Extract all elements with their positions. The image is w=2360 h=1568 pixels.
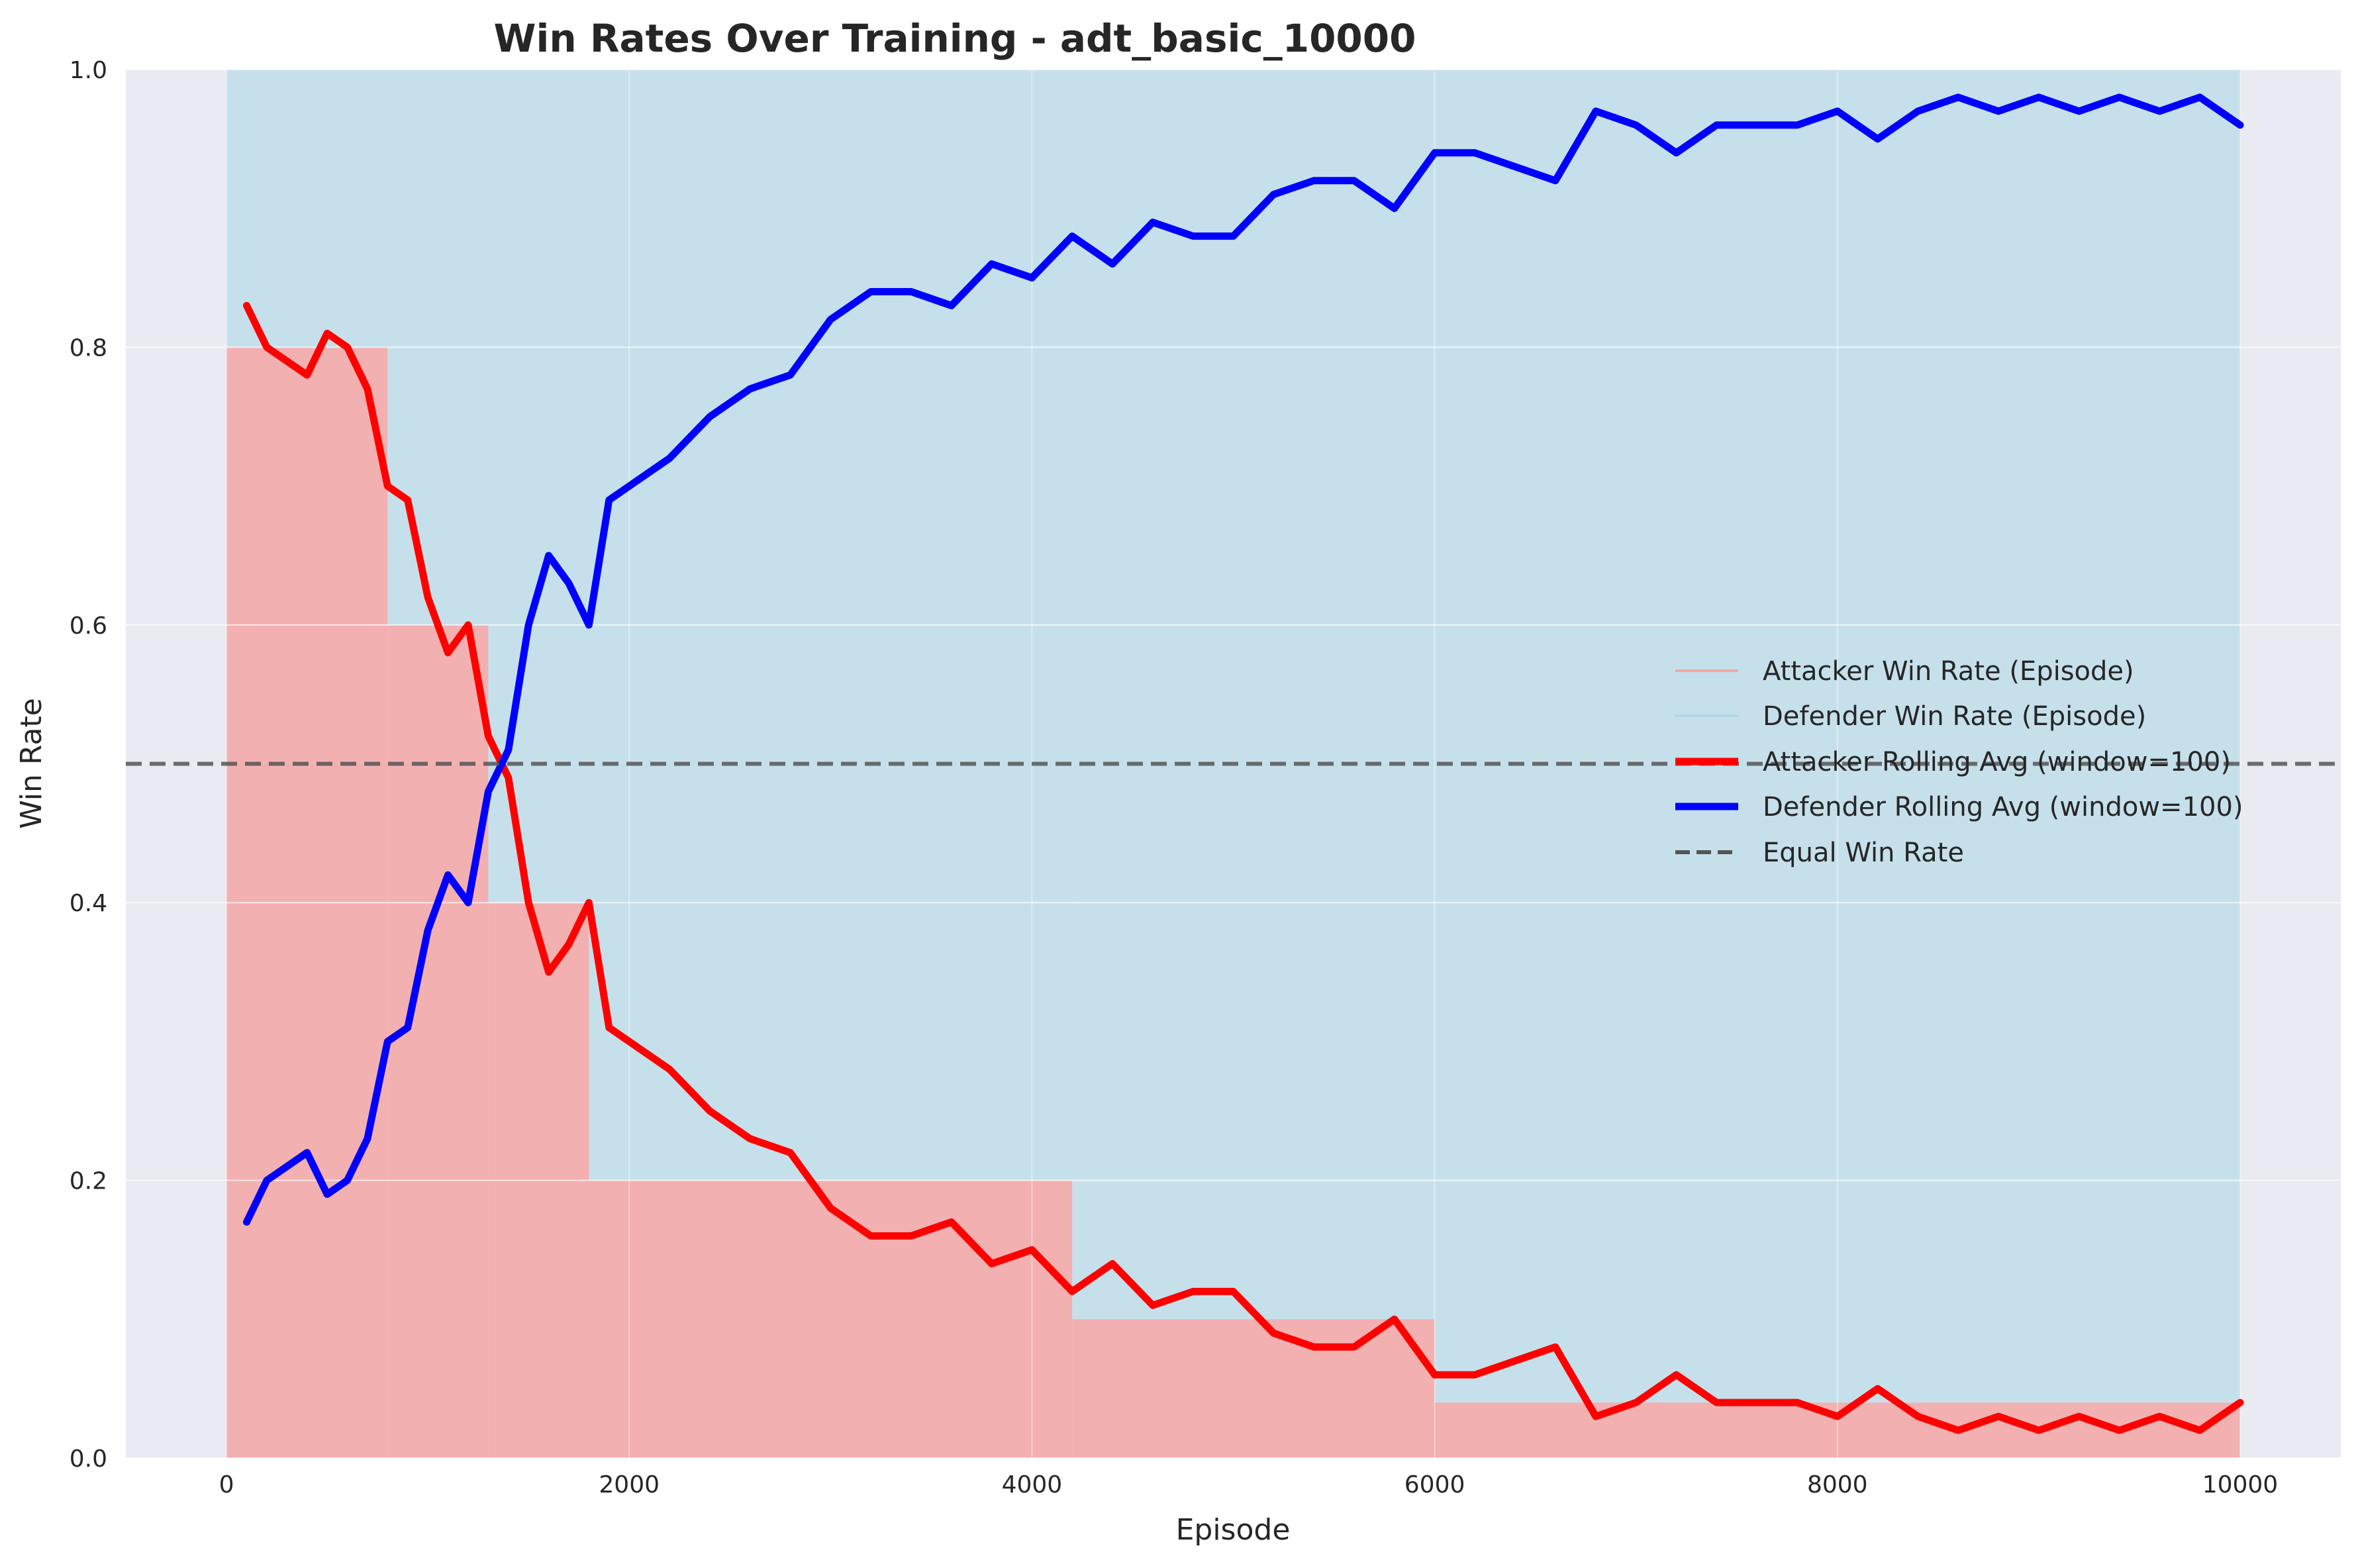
attacker-episode-band-1 [387,624,489,1458]
attacker-episode-band-4 [1072,1319,1435,1458]
x-tick-label: 8000 [1807,1471,1868,1498]
series-lines [126,93,2341,1434]
y-axis-label: Win Rate [15,698,48,829]
y-tick-label: 0.6 [70,612,107,640]
x-tick-label: 4000 [1002,1471,1063,1498]
axis-ticks: 0 2000 4000 6000 8000 10000 0.0 0.2 0.4 0.6 0.8 1.0 [70,57,2278,1498]
attacker-rolling-line [243,302,2244,1434]
legend: Attacker Win Rate (Episode) Defender Win… [1675,656,2243,868]
defender-episode-band-4 [1072,70,1435,1320]
attacker-episode-band-5 [1434,1402,2240,1458]
y-tick-label: 1.0 [70,57,107,84]
legend-label-attacker-episode: Attacker Win Rate (Episode) [1763,656,2134,687]
x-tick-label: 0 [219,1471,234,1498]
x-tick-label: 10000 [2202,1471,2279,1498]
legend-label-defender-episode: Defender Win Rate (Episode) [1763,701,2146,732]
defender-rolling-line [243,93,2244,1226]
x-tick-label: 2000 [599,1471,660,1498]
legend-label-defender-rolling: Defender Rolling Avg (window=100) [1763,792,2243,822]
defender-episode-band-2 [488,70,589,903]
y-tick-label: 0.2 [70,1168,107,1195]
defender-episode-band-0 [226,70,388,348]
y-tick-label: 0.8 [70,334,107,362]
y-tick-label: 0.0 [70,1446,107,1473]
x-axis-label: Episode [1176,1513,1291,1547]
attacker-episode-band-3 [589,1180,1073,1458]
legend-label-attacker-rolling: Attacker Rolling Avg (window=100) [1763,747,2231,777]
legend-label-equal: Equal Win Rate [1763,838,1964,868]
chart-title: Win Rates Over Training - adt_basic_1000… [493,16,1416,61]
y-tick-label: 0.4 [70,890,107,917]
x-tick-label: 6000 [1404,1471,1465,1498]
